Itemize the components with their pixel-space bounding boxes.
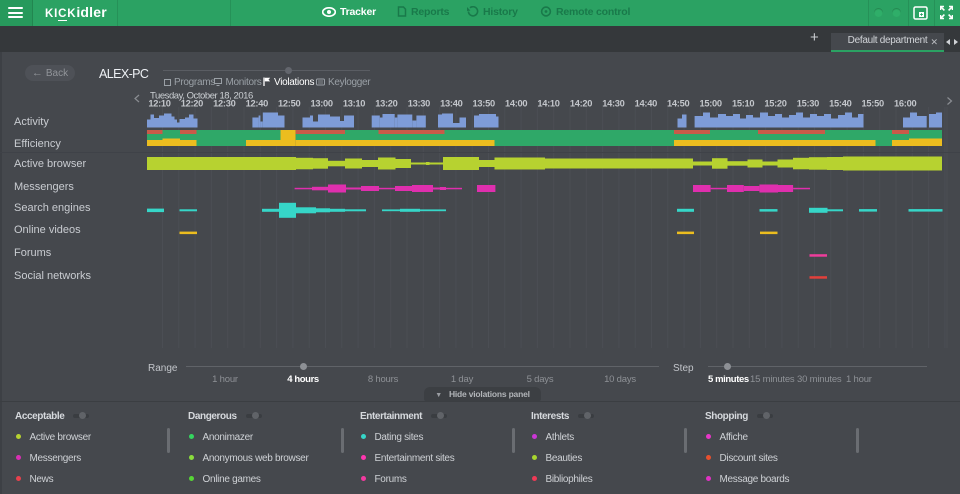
svg-text:12:50: 12:50	[278, 98, 300, 108]
svg-text:15:10: 15:10	[732, 98, 754, 108]
svg-text:14:40: 14:40	[635, 98, 657, 108]
svg-text:13:20: 13:20	[375, 98, 397, 108]
svg-text:13:00: 13:00	[310, 98, 332, 108]
svg-text:15:40: 15:40	[829, 98, 851, 108]
svg-text:15:00: 15:00	[699, 98, 721, 108]
svg-text:13:50: 13:50	[473, 98, 495, 108]
svg-text:14:10: 14:10	[537, 98, 559, 108]
svg-text:15:30: 15:30	[797, 98, 819, 108]
svg-text:12:30: 12:30	[213, 98, 235, 108]
svg-text:15:50: 15:50	[862, 98, 884, 108]
svg-text:14:30: 14:30	[602, 98, 624, 108]
svg-text:16:00: 16:00	[894, 98, 916, 108]
svg-text:14:50: 14:50	[667, 98, 689, 108]
svg-text:12:40: 12:40	[246, 98, 268, 108]
svg-text:Tuesday, October 18, 2016: Tuesday, October 18, 2016	[150, 91, 253, 102]
svg-text:14:00: 14:00	[505, 98, 527, 108]
svg-text:12:10: 12:10	[148, 98, 170, 108]
svg-text:13:30: 13:30	[408, 98, 430, 108]
svg-text:15:20: 15:20	[764, 98, 786, 108]
svg-text:13:40: 13:40	[440, 98, 462, 108]
svg-text:14:20: 14:20	[570, 98, 592, 108]
svg-text:13:10: 13:10	[343, 98, 365, 108]
svg-text:12:20: 12:20	[181, 98, 203, 108]
